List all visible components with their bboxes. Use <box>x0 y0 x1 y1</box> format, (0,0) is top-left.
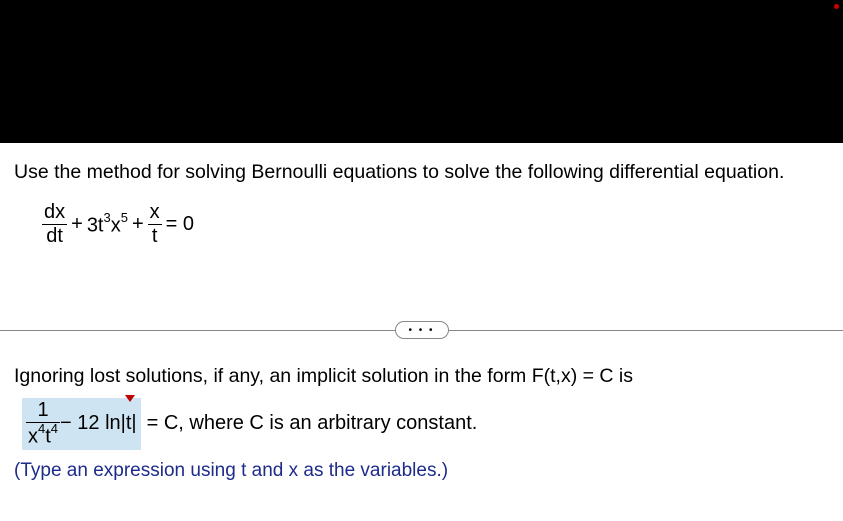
question-prompt: Use the method for solving Bernoulli equ… <box>14 161 829 184</box>
answer-hint: (Type an expression using t and x as the… <box>14 460 829 482</box>
var: x <box>111 214 121 236</box>
coef: 3t <box>87 214 104 236</box>
plus-operator: + <box>132 213 144 236</box>
plus-operator: + <box>71 213 83 236</box>
answer-lead-text: Ignoring lost solutions, if any, an impl… <box>14 365 829 388</box>
numerator: 1 <box>35 400 50 421</box>
expand-pill-button[interactable]: • • • <box>395 321 449 339</box>
differential-equation: dx dt + 3t3x5 + x t = 0 <box>42 202 829 247</box>
numerator: x <box>148 202 162 223</box>
fraction-x-t: x t <box>148 202 162 247</box>
exp: 4 <box>51 421 58 436</box>
exp: 4 <box>38 421 45 436</box>
title-bar-region <box>0 0 843 143</box>
answer-expression-row: 1 x4t4 − 12 ln |t| = C, where C is an ar… <box>22 398 829 450</box>
answer-tail-text: = C, where C is an arbitrary constant. <box>147 412 478 435</box>
fraction-dx-dt: dx dt <box>42 202 67 247</box>
section-divider: • • • <box>0 321 843 339</box>
denominator: x4t4 <box>26 424 60 448</box>
recording-indicator-icon <box>834 4 839 9</box>
abs-close: | <box>131 412 136 435</box>
numerator: dx <box>42 202 67 223</box>
term-3t3x5: 3t3x5 <box>87 212 128 238</box>
denominator: t <box>150 226 160 247</box>
input-caret-icon <box>125 395 135 402</box>
equals-zero: = 0 <box>166 213 194 236</box>
exp: 3 <box>104 210 111 225</box>
var-x: x <box>28 426 38 448</box>
answer-section: Ignoring lost solutions, if any, an impl… <box>14 365 829 482</box>
answer-input-field[interactable]: 1 x4t4 − 12 ln |t| <box>22 398 141 450</box>
minus-ln: − 12 ln <box>60 412 121 435</box>
var-t: t <box>45 426 51 448</box>
exp: 5 <box>121 210 128 225</box>
answer-fraction: 1 x4t4 <box>26 400 60 448</box>
question-panel: Use the method for solving Bernoulli equ… <box>0 143 843 521</box>
denominator: dt <box>44 226 65 247</box>
